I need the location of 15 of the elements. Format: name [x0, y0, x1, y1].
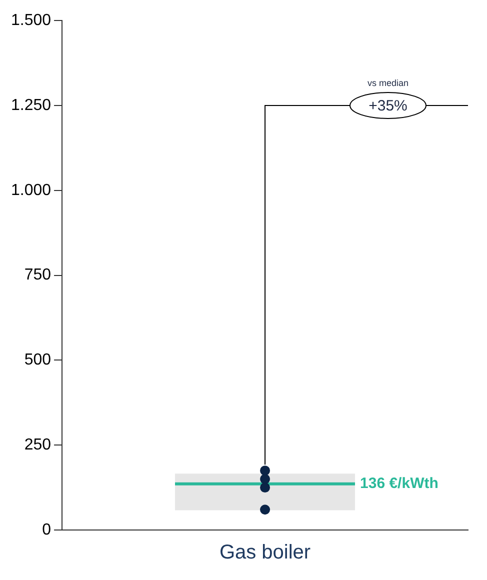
y-tick-label: 750: [24, 266, 52, 284]
point: [260, 466, 270, 476]
y-tick-label: 1.000: [10, 182, 52, 199]
x-tick-label: Gas boiler: [219, 542, 311, 564]
ref-line-label: 136 €/kWth: [360, 474, 438, 492]
y-tick-label: 500: [24, 352, 52, 369]
point: [260, 482, 270, 493]
point: [260, 474, 270, 484]
y-tick-label: 1.250: [10, 96, 52, 114]
y-tick-label: 250: [24, 436, 52, 454]
point: [260, 504, 270, 515]
annotation: +35%: [368, 98, 408, 115]
y-tick-label: 1.500: [10, 12, 52, 30]
y-tick-label: 0: [42, 521, 52, 538]
annotation: vs median: [367, 78, 409, 88]
